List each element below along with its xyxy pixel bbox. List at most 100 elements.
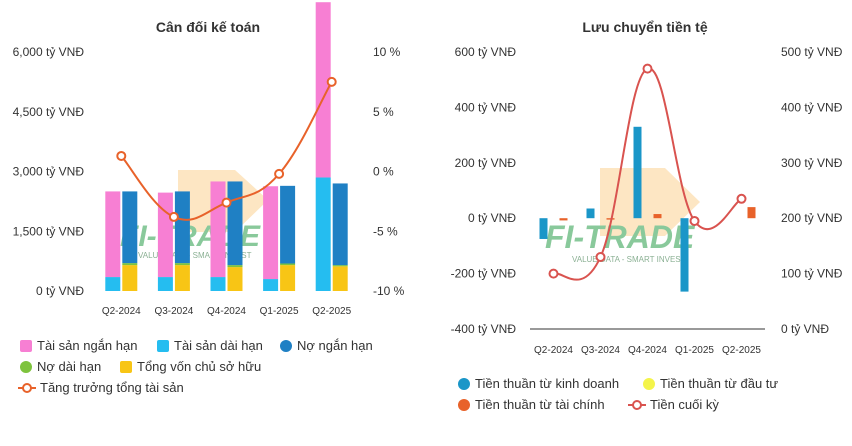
growth-point: [274, 168, 285, 179]
legend-swatch: [280, 340, 292, 352]
legend-label: Tăng trưởng tổng tài sản: [40, 380, 184, 395]
bar-no-dai-han: [332, 265, 348, 267]
bar-tai-chinh: [747, 207, 756, 219]
legend: Tiền thuần từ kinh doanh Tiền thuần từ đầ…: [458, 376, 778, 412]
bar-tai-san-ngan-han: [263, 186, 279, 280]
x-tick-label: Q2-2025: [722, 345, 761, 356]
legend-swatch: [458, 399, 470, 411]
bar-tai-san-ngan-han: [315, 2, 331, 178]
watermark-arrow-shape: [600, 168, 700, 236]
x-axis: Q2-2024 Q3-2024 Q4-2024 Q1-2025 Q2-2025: [102, 306, 352, 317]
bar-no-dai-han: [227, 265, 243, 268]
bar-tai-san-dai-han: [105, 277, 121, 291]
y-tick-label: 3,000 tỷ VNĐ: [13, 165, 85, 179]
y2-tick-label: -5 %: [373, 224, 398, 238]
ending-cash-point: [595, 251, 606, 262]
legend-label: Nợ dài hạn: [37, 359, 101, 374]
y2-tick-label: 300 tỷ VNĐ: [781, 156, 843, 170]
ending-cash-line: [548, 63, 747, 281]
y-tick-label: 0 tỷ VNĐ: [36, 284, 84, 298]
y-tick-label: 4,500 tỷ VNĐ: [13, 105, 85, 119]
balance-sheet-chart: Cân đối kế toán 6,000 tỷ VNĐ 4,500 tỷ VNĐ…: [13, 2, 405, 395]
growth-point: [221, 197, 232, 208]
bar-von-chu-so-huu: [280, 265, 296, 291]
bar-tai-san-dai-han: [157, 277, 173, 291]
legend-label: Tiền thuần từ kinh doanh: [475, 376, 619, 391]
ending-cash-point: [548, 268, 559, 279]
bar-no-ngan-han: [122, 191, 138, 264]
y-tick-label: 0 tỷ VNĐ: [468, 211, 516, 225]
bars: [539, 126, 756, 292]
cash-flow-chart: Lưu chuyển tiền tệ 600 tỷ VNĐ 400 tỷ VNĐ 2…: [451, 19, 843, 412]
ending-cash-point: [736, 193, 747, 204]
y2-tick-label: -10 %: [373, 284, 405, 298]
y2-tick-label: 400 tỷ VNĐ: [781, 100, 843, 114]
bar-no-ngan-han: [174, 191, 190, 264]
y-axis-right: 10 % 5 % 0 % -5 % -10 %: [373, 45, 405, 298]
bar-von-chu-so-huu: [332, 266, 348, 291]
y-tick-label: 600 tỷ VNĐ: [455, 45, 517, 59]
legend-swatch-marker: [632, 400, 642, 410]
legend-label: Nợ ngắn hạn: [297, 338, 373, 353]
y2-tick-label: 500 tỷ VNĐ: [781, 45, 843, 59]
bar-von-chu-so-huu: [227, 267, 243, 291]
x-tick-label: Q1-2025: [260, 306, 299, 317]
y-tick-label: 6,000 tỷ VNĐ: [13, 45, 85, 59]
legend-label: Tiền thuần từ tài chính: [475, 397, 605, 412]
y2-tick-label: 100 tỷ VNĐ: [781, 267, 843, 281]
chart-title: Cân đối kế toán: [156, 19, 260, 35]
x-axis: Q2-2024 Q3-2024 Q4-2024 Q1-2025 Q2-2025: [530, 328, 765, 356]
legend-swatch: [157, 340, 169, 352]
y2-tick-label: 0 %: [373, 165, 394, 179]
bar-tai-chinh: [653, 214, 662, 219]
bar-kinh-doanh: [680, 218, 689, 292]
legend-swatch: [20, 361, 32, 373]
legend-label: Tiền thuần từ đầu tư: [660, 376, 778, 391]
legend-swatch: [458, 378, 470, 390]
legend-label: Tài sản ngắn hạn: [37, 338, 137, 353]
watermark-logo-text: FI-TRADE: [545, 219, 696, 255]
x-tick-label: Q4-2024: [207, 306, 246, 317]
watermark-tagline: VALUE DATA - SMART INVEST: [138, 251, 252, 260]
ending-cash-point: [689, 215, 700, 226]
y2-tick-label: 5 %: [373, 105, 394, 119]
y2-tick-label: 10 %: [373, 45, 401, 59]
legend-swatch: [20, 340, 32, 352]
bar-kinh-doanh: [539, 218, 548, 239]
growth-point: [326, 76, 337, 87]
bar-tai-chinh: [606, 218, 615, 220]
bar-kinh-doanh: [633, 126, 642, 219]
watermark-tagline: VALUE DATA - SMART INVEST: [572, 255, 686, 264]
y-tick-label: 1,500 tỷ VNĐ: [13, 224, 85, 238]
x-tick-label: Q1-2025: [675, 345, 714, 356]
bar-von-chu-so-huu: [122, 265, 138, 291]
legend-label: Tổng vốn chủ sở hữu: [137, 359, 261, 374]
y2-tick-label: 0 tỷ VNĐ: [781, 322, 829, 336]
x-tick-label: Q3-2024: [154, 306, 193, 317]
y-axis-left: 600 tỷ VNĐ 400 tỷ VNĐ 200 tỷ VNĐ 0 tỷ VNĐ -2…: [451, 45, 517, 336]
legend-swatch: [643, 378, 655, 390]
bar-tai-san-dai-han: [210, 277, 226, 291]
legend: Tài sản ngắn hạn Tài sản dài hạn Nợ ngắn h…: [18, 338, 373, 395]
legend-swatch: [120, 361, 132, 373]
growth-point: [116, 150, 127, 161]
y2-tick-label: 200 tỷ VNĐ: [781, 211, 843, 225]
bar-tai-san-dai-han: [263, 279, 279, 291]
y-axis-left: 6,000 tỷ VNĐ 4,500 tỷ VNĐ 3,000 tỷ VNĐ 1,50…: [13, 45, 85, 298]
bar-tai-san-ngan-han: [210, 181, 226, 278]
bar-no-ngan-han: [227, 181, 243, 266]
x-tick-label: Q3-2024: [581, 345, 620, 356]
bar-no-ngan-han: [280, 185, 296, 264]
bar-tai-chinh: [559, 218, 568, 221]
bar-tai-san-ngan-han: [105, 191, 121, 278]
growth-line: [116, 76, 337, 222]
legend-label: Tiền cuối kỳ: [650, 397, 719, 412]
y-tick-label: 200 tỷ VNĐ: [455, 156, 517, 170]
bar-von-chu-so-huu: [174, 265, 190, 291]
fi-trade-watermark-right: FI-TRADE VALUE DATA - SMART INVEST: [545, 168, 700, 264]
y-tick-label: -400 tỷ VNĐ: [451, 322, 517, 336]
y-tick-label: 400 tỷ VNĐ: [455, 100, 517, 114]
bar-no-dai-han: [122, 263, 138, 266]
